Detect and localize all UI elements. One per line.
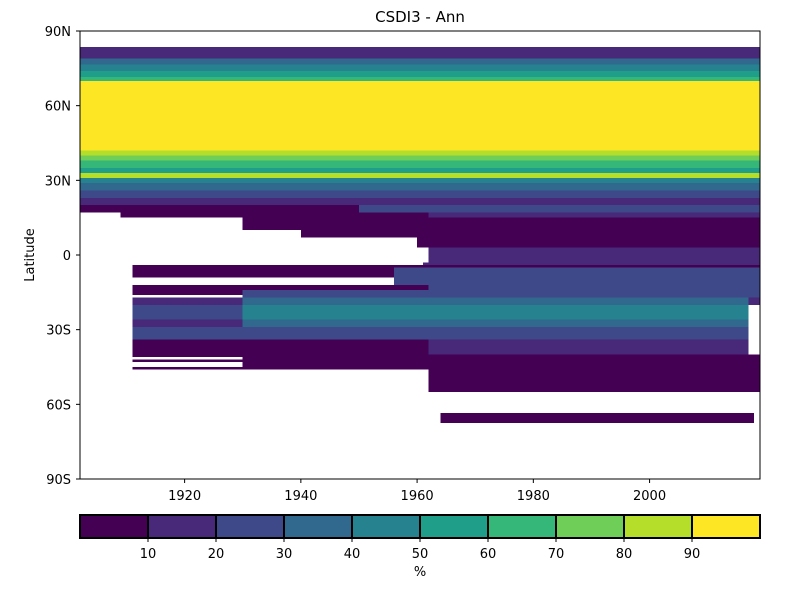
colorbar-tick-label: 20 bbox=[208, 547, 225, 562]
heatmap-cell bbox=[80, 155, 760, 161]
colorbar-tick-label: 80 bbox=[616, 547, 633, 562]
heatmap-cell bbox=[132, 339, 429, 355]
x-tick-label: 1920 bbox=[168, 489, 201, 504]
colorbar-tick-label: 90 bbox=[684, 547, 701, 562]
heatmap-cell bbox=[132, 359, 243, 363]
y-tick-label: 60S bbox=[46, 398, 71, 413]
heatmap-cell bbox=[358, 205, 760, 213]
heatmap-cell bbox=[242, 304, 749, 320]
x-tick-label: 1960 bbox=[401, 489, 434, 504]
heatmap-cell bbox=[80, 190, 760, 198]
heatmap-cell bbox=[132, 327, 749, 340]
colorbar-tick-label: 30 bbox=[276, 547, 293, 562]
heatmap-cell bbox=[80, 160, 760, 168]
colorbar: 10 20 30 40 50 60 70 80 90 bbox=[79, 514, 761, 562]
heatmap-cell bbox=[132, 304, 243, 320]
heatmap-cell bbox=[80, 150, 760, 156]
colorbar-tick-label: 70 bbox=[548, 547, 565, 562]
colorbar-swatch bbox=[419, 514, 489, 539]
y-axis-label: Latitude bbox=[23, 228, 38, 282]
heatmap-cell bbox=[132, 367, 243, 370]
y-tick-label: 90S bbox=[46, 473, 71, 488]
heatmap-cell bbox=[242, 319, 749, 328]
colorbar-tick-label: 10 bbox=[140, 547, 157, 562]
heatmap-cell bbox=[80, 77, 760, 81]
colorbar-swatch bbox=[691, 514, 761, 539]
heatmap-cell bbox=[428, 369, 760, 392]
heatmap-cell bbox=[242, 354, 761, 370]
heatmap-cell bbox=[80, 177, 760, 183]
heatmap-cell bbox=[80, 70, 760, 78]
heatmap-cell bbox=[120, 212, 429, 218]
colorbar-swatch bbox=[215, 514, 285, 539]
heatmap-cell bbox=[358, 212, 760, 218]
heatmap-cell bbox=[80, 197, 760, 206]
colorbar-swatch bbox=[351, 514, 421, 539]
colorbar-swatch bbox=[79, 514, 149, 539]
y-tick-label: 90N bbox=[45, 25, 71, 40]
heatmap-cell bbox=[428, 339, 749, 355]
heatmap-cell bbox=[242, 217, 761, 231]
colorbar-tick-label: 50 bbox=[412, 547, 429, 562]
y-tick-label: 0 bbox=[63, 249, 71, 264]
heatmap-cell bbox=[80, 172, 760, 178]
heatmap-cell bbox=[80, 47, 760, 59]
x-tick-label: 1940 bbox=[284, 489, 317, 504]
heatmap-cell bbox=[80, 80, 760, 151]
colorbar-swatch bbox=[147, 514, 217, 539]
heatmap-cell bbox=[80, 64, 760, 71]
colorbar-swatch bbox=[487, 514, 557, 539]
y-tick-label: 30S bbox=[46, 324, 71, 339]
chart-title: CSDI3 - Ann bbox=[375, 8, 465, 26]
heatmap-cell bbox=[417, 237, 760, 248]
heatmap-cell bbox=[428, 247, 760, 263]
heatmap-cell bbox=[300, 230, 760, 238]
colorbar-swatch bbox=[623, 514, 693, 539]
heatmap-cell bbox=[80, 58, 760, 65]
colorbar-label: % bbox=[414, 565, 426, 580]
colorbar-tick-label: 40 bbox=[344, 547, 361, 562]
heatmap-cell bbox=[393, 267, 760, 285]
y-tick-label: 30N bbox=[45, 174, 71, 189]
colorbar-tick-label: 60 bbox=[480, 547, 497, 562]
x-tick-label: 1980 bbox=[517, 489, 550, 504]
heatmap-cell bbox=[440, 413, 755, 423]
heatmap-cell bbox=[242, 289, 761, 298]
heatmap-plot-area: 1920 1940 1960 1980 2000 90N 60N 30N 0 30S 60S 90S bbox=[45, 25, 761, 504]
y-tick-label: 60N bbox=[45, 100, 71, 115]
heatmap-cell bbox=[132, 354, 243, 358]
x-tick-label: 2000 bbox=[633, 489, 666, 504]
heatmap-cell bbox=[242, 297, 749, 305]
heatmap-cell bbox=[80, 182, 760, 191]
heatmap-cell bbox=[80, 205, 359, 213]
colorbar-swatch bbox=[283, 514, 353, 539]
colorbar-swatch bbox=[555, 514, 625, 539]
heatmap-cell bbox=[80, 167, 760, 173]
